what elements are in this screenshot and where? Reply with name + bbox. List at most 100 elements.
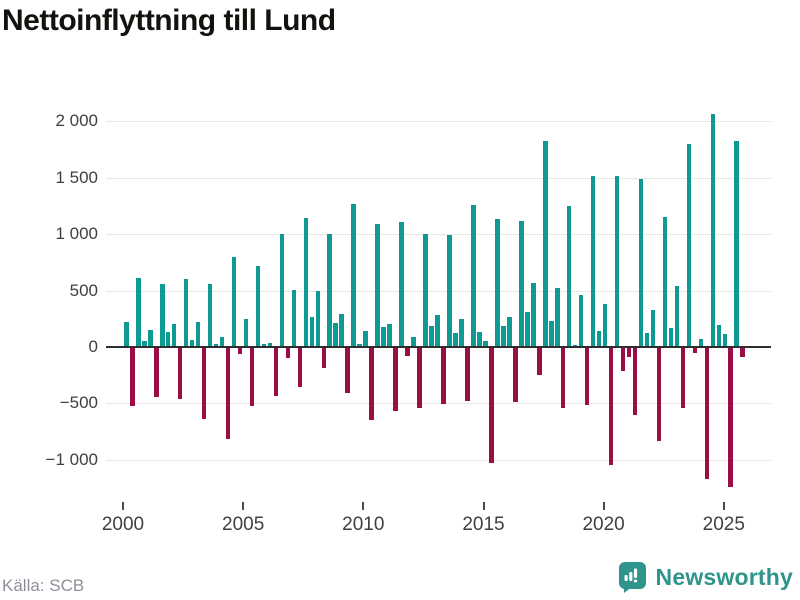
y-axis-label-500: 500 <box>69 280 98 300</box>
bar-2000-Q2 <box>129 348 135 406</box>
x-axis-label-2010: 2010 <box>342 514 385 535</box>
bar-2018-Q2 <box>560 348 566 408</box>
bar-2022-Q1 <box>650 309 656 347</box>
gridline-1000 <box>106 234 771 236</box>
bar-2015-Q4 <box>501 325 506 347</box>
chart-title: Nettoinflyttning till Lund <box>2 4 336 37</box>
x-axis-label-2005: 2005 <box>222 514 265 535</box>
bar-2012-Q2 <box>417 348 422 409</box>
bar-2006-Q3 <box>279 234 285 347</box>
bar-2017-Q1 <box>530 283 536 347</box>
bar-2025-Q1 <box>722 334 728 347</box>
bar-2006-Q4 <box>285 348 291 359</box>
gridline-500 <box>106 290 771 292</box>
bar-2000-Q4 <box>141 341 147 347</box>
gridline--500 <box>106 403 771 405</box>
bar-2006-Q2 <box>273 348 279 396</box>
bar-2025-Q3 <box>734 140 740 347</box>
y-axis-label-1500: 1 500 <box>55 167 98 187</box>
bar-2009-Q3 <box>351 204 357 347</box>
bar-2004-Q4 <box>237 348 243 354</box>
bar-2013-Q2 <box>441 348 446 404</box>
bar-2010-Q4 <box>381 327 386 347</box>
bar-2020-Q4 <box>620 348 626 371</box>
bar-2018-Q4 <box>572 344 578 347</box>
bar-2014-Q4 <box>477 331 482 347</box>
bar-2009-Q4 <box>357 343 362 347</box>
bar-2023-Q1 <box>674 286 680 347</box>
bar-2005-Q4 <box>261 344 267 347</box>
bar-2021-Q1 <box>626 348 632 357</box>
bar-2020-Q1 <box>602 303 608 347</box>
bar-2016-Q4 <box>525 312 530 347</box>
bar-2001-Q4 <box>165 331 171 347</box>
bar-2015-Q3 <box>495 219 500 347</box>
bar-2016-Q2 <box>513 348 518 403</box>
bar-2021-Q3 <box>638 178 644 347</box>
newsworthy-bubble-chart-icon <box>618 561 648 593</box>
gridline-2000 <box>106 121 771 123</box>
bar-2003-Q1 <box>195 322 201 347</box>
bar-2021-Q4 <box>644 332 650 347</box>
bar-2017-Q3 <box>542 140 548 347</box>
bar-2010-Q3 <box>375 224 380 347</box>
bar-2008-Q4 <box>333 323 339 347</box>
bar-2020-Q3 <box>614 176 620 347</box>
bar-2020-Q2 <box>608 348 614 466</box>
y-axis-label-0: 0 <box>88 337 98 356</box>
gridline-1500 <box>106 177 771 179</box>
bar-2014-Q2 <box>465 348 470 401</box>
x-axis-label-2015: 2015 <box>462 514 505 535</box>
bar-2024-Q2 <box>704 348 710 479</box>
bar-2005-Q2 <box>249 348 255 406</box>
bar-2012-Q4 <box>429 325 434 347</box>
bar-2019-Q1 <box>578 294 584 347</box>
bar-2019-Q2 <box>584 348 590 405</box>
bar-2021-Q2 <box>632 348 638 415</box>
x-axis-label-2025: 2025 <box>702 514 745 535</box>
bar-2006-Q1 <box>267 342 273 347</box>
bar-2022-Q3 <box>662 217 668 347</box>
bar-2015-Q1 <box>483 341 488 347</box>
bar-2008-Q1 <box>315 291 321 347</box>
bar-2007-Q4 <box>309 316 315 347</box>
newsworthy-logo[interactable]: Newsworthy <box>618 561 793 593</box>
bar-2003-Q3 <box>207 283 213 347</box>
y-axis-label--1000: −1 000 <box>45 449 98 469</box>
bar-2023-Q2 <box>680 348 686 408</box>
x-axis-label-2000: 2000 <box>101 514 145 535</box>
bar-2011-Q4 <box>405 348 410 356</box>
bar-2024-Q1 <box>698 338 704 347</box>
bar-2002-Q4 <box>189 340 195 347</box>
newsworthy-wordmark: Newsworthy <box>655 563 793 590</box>
bar-2007-Q1 <box>291 290 297 347</box>
bar-2014-Q1 <box>459 318 464 347</box>
bar-2009-Q1 <box>339 314 345 347</box>
bar-2016-Q1 <box>507 317 512 347</box>
bar-2002-Q3 <box>183 278 189 347</box>
zero-axis-line <box>106 346 771 348</box>
bar-2022-Q4 <box>668 327 674 347</box>
bar-2024-Q3 <box>710 114 716 347</box>
gridline--1000 <box>106 459 771 461</box>
bar-2016-Q3 <box>519 220 524 347</box>
bar-2011-Q1 <box>387 324 392 347</box>
x-axis-tick-2020 <box>602 502 605 510</box>
bar-2019-Q3 <box>590 175 596 347</box>
bar-2007-Q3 <box>303 217 309 347</box>
bar-2008-Q3 <box>327 234 333 347</box>
y-axis-label-2000: 2 000 <box>55 111 98 131</box>
bar-2024-Q4 <box>716 325 722 347</box>
y-axis-label-1000: 1 000 <box>55 224 98 244</box>
bar-2002-Q2 <box>177 348 183 399</box>
bar-2025-Q4 <box>740 348 746 357</box>
bar-2017-Q2 <box>536 348 542 376</box>
bar-2000-Q3 <box>135 277 141 347</box>
bar-2011-Q3 <box>399 221 404 347</box>
bar-2012-Q1 <box>411 337 416 347</box>
bar-2001-Q1 <box>147 330 153 347</box>
x-axis-tick-2010 <box>362 502 365 510</box>
bar-2004-Q1 <box>219 337 225 347</box>
